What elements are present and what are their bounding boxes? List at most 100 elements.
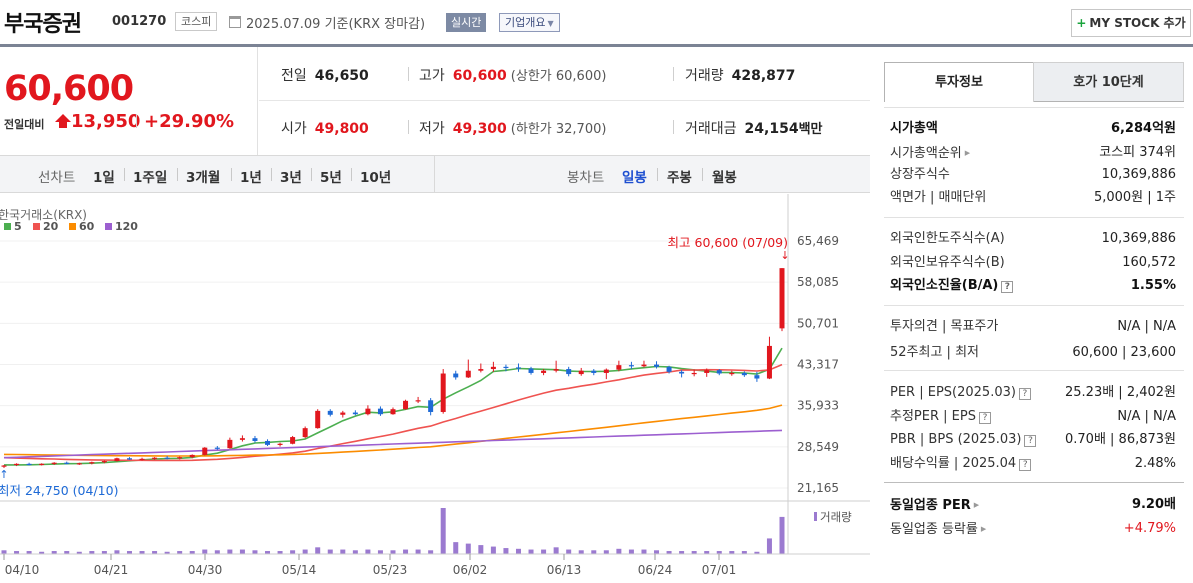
volume-bar — [716, 551, 722, 554]
candle-body — [716, 370, 722, 374]
candle-daily[interactable]: 일봉 — [622, 170, 647, 186]
help-icon[interactable]: ? — [1001, 281, 1014, 293]
candle-body — [377, 408, 383, 415]
divider — [702, 168, 703, 181]
candle-body — [365, 408, 371, 415]
candle-body — [340, 412, 346, 415]
chart-source-label: 한국거래소(KRX) — [0, 208, 87, 222]
volume-bar — [327, 549, 333, 554]
divider — [351, 168, 352, 181]
invest-info-value: 6,284억원 — [1110, 121, 1176, 136]
period-10y[interactable]: 10년 — [360, 170, 392, 186]
invest-info-row: 배당수익률 | 2025.04? 2.48% — [890, 453, 1176, 475]
invest-info-value: 25.23배 | 2,402원 — [1065, 385, 1176, 400]
realtime-button[interactable]: 실시간 — [446, 13, 487, 32]
volume-bar — [377, 550, 383, 554]
candle-body — [51, 462, 57, 464]
invest-info-value: 160,572 — [1122, 255, 1176, 270]
candle-monthly[interactable]: 월봉 — [712, 170, 737, 186]
volume-bar — [277, 551, 283, 554]
invest-info-row[interactable]: 동일업종 PER ▶ 9.20배 — [890, 494, 1176, 516]
candle-weekly[interactable]: 주봉 — [667, 170, 692, 186]
volume-bar — [478, 545, 484, 554]
divider — [177, 168, 178, 181]
y-tick-label: 28,549 — [797, 440, 839, 454]
invest-info-key: 외국인한도주식수(A) — [890, 231, 1005, 246]
divider — [673, 67, 674, 81]
invest-info-key: 동일업종 등락률 ▶ — [890, 522, 987, 537]
current-price: 60,600 — [4, 69, 134, 109]
help-icon[interactable]: ? — [1024, 435, 1037, 447]
mystock-add-button[interactable]: + MY STOCK 추가 — [1071, 9, 1191, 37]
tab-invest-info[interactable]: 투자정보 — [884, 62, 1034, 102]
candle-body — [616, 365, 622, 370]
ma-legend-swatch — [105, 223, 112, 230]
volume-bar — [453, 542, 459, 554]
price-block: 60,600 전일대비 13,950 +29.90% — [0, 47, 258, 155]
y-tick-label: 21,165 — [797, 481, 839, 495]
upper-limit: (상한가 60,600) — [510, 69, 607, 84]
price-chart[interactable]: 65,469 58,085 50,701 43,317 35,933 28,549 21,1… — [0, 194, 870, 579]
tab-orderbook[interactable]: 호가 10단계 — [1033, 62, 1184, 102]
candle-body — [465, 370, 471, 378]
volume-bar — [189, 551, 195, 554]
candle-chart-label: 봉차트 — [567, 170, 605, 186]
help-icon[interactable]: ? — [1018, 388, 1031, 400]
change-label: 전일대비 — [4, 118, 45, 131]
plus-icon: + — [1076, 16, 1087, 30]
period-5y[interactable]: 5년 — [320, 170, 342, 186]
invest-info-row: 외국인소진율(B/A)? 1.55% — [890, 275, 1176, 297]
invest-info-row[interactable]: 동일업종 등락률 ▶ +4.79% — [890, 518, 1176, 540]
candle-body — [453, 373, 459, 378]
help-icon[interactable]: ? — [1019, 459, 1032, 471]
stock-code: 001270 — [112, 14, 167, 29]
invest-info-key: 투자의견 | 목표주가 — [890, 319, 999, 334]
chevron-right-icon[interactable]: ▶ — [973, 501, 980, 509]
period-3m[interactable]: 3개월 — [186, 170, 221, 186]
invest-info-key: 외국인보유주식수(B) — [890, 255, 1005, 270]
period-1w[interactable]: 1주일 — [133, 170, 168, 186]
chevron-right-icon[interactable]: ▶ — [980, 525, 987, 533]
candle-body — [315, 410, 321, 429]
stat-label: 거래대금 — [685, 121, 737, 137]
mystock-label: MY STOCK 추가 — [1089, 16, 1186, 30]
stat-value: 49,800 — [314, 121, 369, 137]
chevron-right-icon[interactable]: ▶ — [964, 149, 971, 157]
invest-info-key: PER | EPS(2025.03)? — [890, 382, 1031, 404]
candle-body — [603, 369, 609, 373]
volume-bar — [566, 549, 572, 554]
lower-limit: (하한가 32,700) — [510, 122, 607, 137]
invest-info-row[interactable]: 시가총액순위 ▶ 코스피 374위 — [890, 142, 1176, 164]
invest-info-row: 액면가 | 매매단위 5,000원 | 1주 — [890, 187, 1176, 209]
candle-body — [566, 369, 572, 375]
change-separator — [136, 114, 137, 128]
x-tick-label: 06/13 — [547, 563, 582, 577]
invest-info-key: 추정PER | EPS? — [890, 406, 991, 428]
invest-info-row: 외국인보유주식수(B) 160,572 — [890, 252, 1176, 274]
candle-body — [227, 439, 233, 449]
candle-body — [528, 368, 534, 373]
company-info-dropdown[interactable]: 기업개요 ▼ — [499, 13, 560, 32]
help-icon[interactable]: ? — [978, 412, 991, 424]
candle-body — [741, 372, 747, 376]
volume-bar — [26, 551, 32, 554]
stat-trade-value: 거래대금 24,154백만 — [685, 118, 822, 138]
period-3y[interactable]: 3년 — [280, 170, 302, 186]
down-arrow-icon: ↓ — [780, 249, 789, 262]
candle-body — [39, 463, 45, 466]
invest-info-row: 52주최고 | 최저 60,600 | 23,600 — [890, 342, 1176, 364]
stat-value: 46,650 — [314, 68, 369, 84]
period-1d[interactable]: 1일 — [93, 170, 115, 186]
invest-info-key: PBR | BPS (2025.03)? — [890, 429, 1037, 451]
divider — [124, 168, 125, 181]
period-1y[interactable]: 1년 — [240, 170, 262, 186]
volume-bar — [39, 551, 45, 554]
invest-info-value: 0.70배 | 86,873원 — [1065, 432, 1176, 447]
volume-bar — [779, 516, 785, 554]
volume-bar — [691, 551, 697, 554]
candle-body — [202, 447, 208, 455]
volume-bar — [578, 550, 584, 554]
volume-bar — [152, 551, 158, 554]
x-tick-label: 07/01 — [702, 563, 737, 577]
invest-info-value: 2.48% — [1134, 456, 1176, 471]
